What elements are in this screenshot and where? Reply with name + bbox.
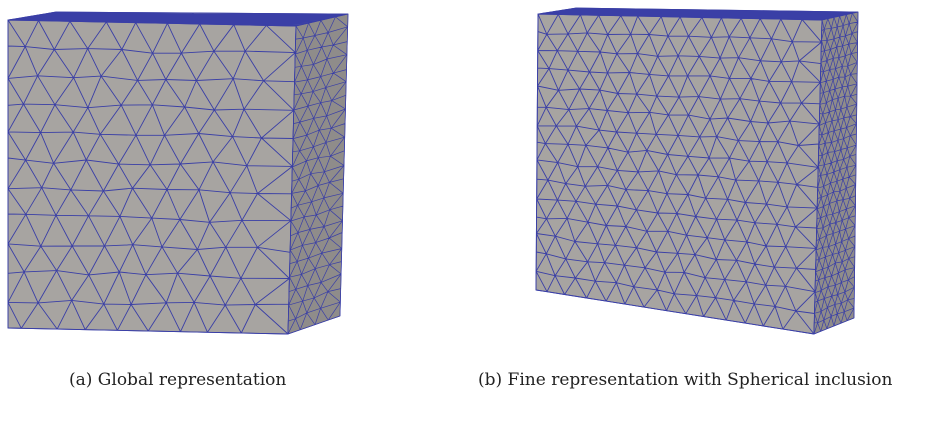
cube-front-face [535, 13, 823, 335]
figure-fine-representation: (b) Fine representation with Spherical i… [476, 0, 952, 425]
cube-front-face [7, 19, 297, 335]
figure-global-representation: (a) Global representation [7, 11, 349, 390]
coarse-mesh-cube [7, 11, 349, 335]
cube-side-face [813, 11, 859, 335]
fine-mesh-cube [535, 7, 859, 335]
caption-b: (b) Fine representation with Spherical i… [478, 370, 893, 390]
cube-side-face [287, 13, 349, 335]
caption-a: (a) Global representation [69, 370, 287, 390]
